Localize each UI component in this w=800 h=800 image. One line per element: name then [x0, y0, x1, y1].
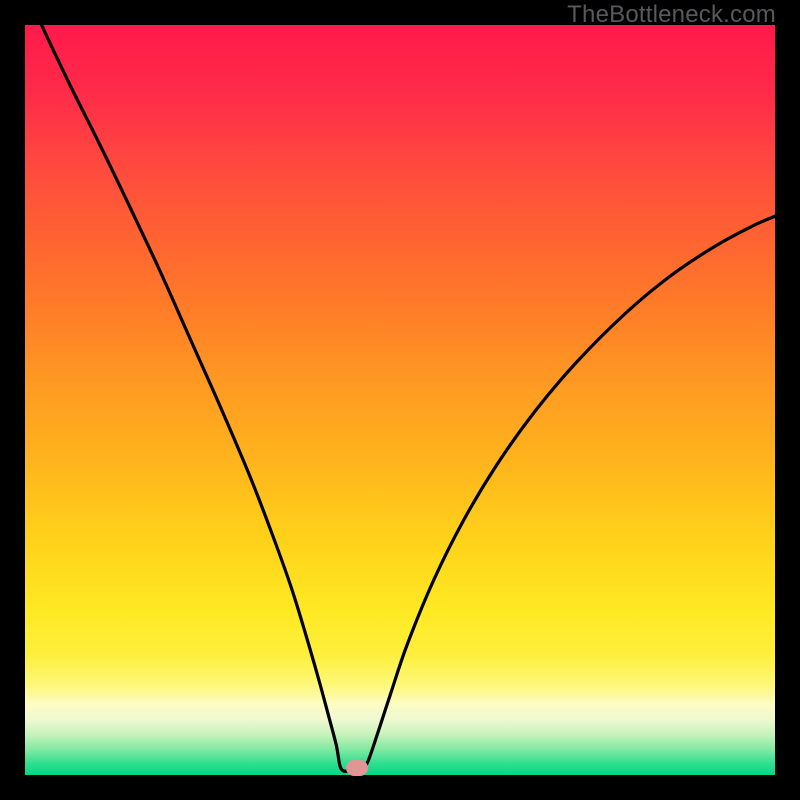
minimum-marker [346, 760, 368, 776]
chart-frame [0, 0, 800, 800]
watermark-text: TheBottleneck.com [567, 1, 776, 29]
bottleneck-curve [42, 25, 776, 771]
plot-area [25, 25, 775, 775]
curve-layer [25, 25, 775, 775]
